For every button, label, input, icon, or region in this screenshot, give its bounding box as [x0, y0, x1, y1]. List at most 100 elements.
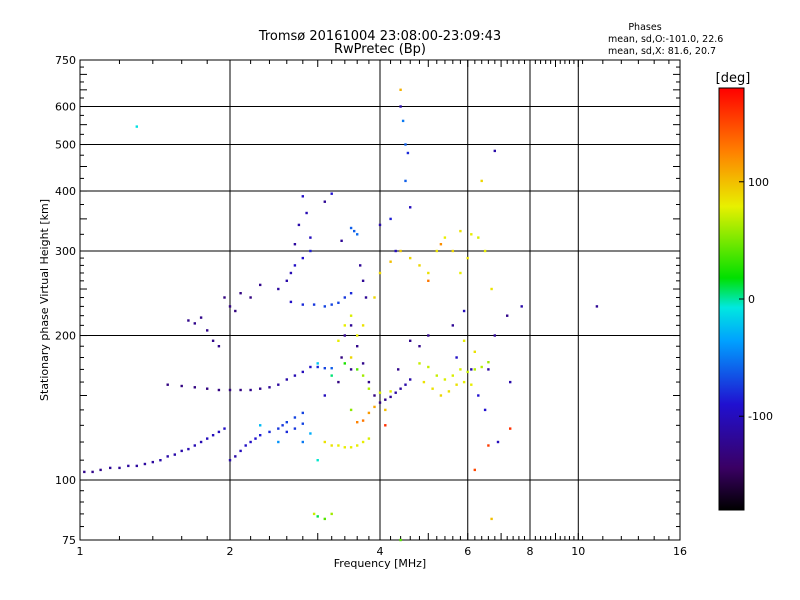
data-point — [217, 430, 221, 434]
data-point — [356, 421, 359, 424]
tick-labels: 1 2 4 6 8 10 16 75 100 200 300 400 500 600 750 — [55, 54, 687, 558]
data-point — [293, 374, 297, 377]
data-point — [389, 260, 392, 263]
chart-title: Tromsø 20161004 23:08:00-23:09:43 — [258, 29, 501, 44]
data-point — [340, 239, 343, 242]
data-point — [285, 430, 288, 434]
data-point — [323, 305, 326, 308]
data-point — [455, 356, 458, 359]
data-point — [493, 149, 496, 153]
data-point — [249, 440, 252, 444]
data-point — [187, 447, 190, 451]
x-tick-label: 4 — [377, 545, 384, 558]
data-point — [409, 256, 412, 260]
data-point — [367, 411, 371, 415]
data-point — [401, 119, 405, 123]
x-axis-label: Frequency [MHz] — [334, 557, 426, 570]
data-point — [480, 365, 483, 369]
data-point — [361, 440, 365, 444]
data-point — [254, 437, 257, 440]
data-point — [443, 236, 447, 239]
data-point — [487, 444, 490, 447]
data-point — [349, 314, 353, 317]
data-point — [228, 459, 232, 462]
data-point — [323, 517, 326, 521]
y-tick-label: 600 — [55, 101, 76, 114]
data-point — [595, 305, 599, 308]
data-point — [305, 211, 308, 215]
data-point — [109, 466, 112, 470]
data-point — [356, 444, 359, 447]
data-point — [480, 179, 483, 183]
data-point — [349, 368, 353, 371]
data-point — [349, 226, 353, 230]
data-point — [378, 391, 382, 394]
data-point — [409, 206, 412, 209]
data-point — [356, 233, 359, 236]
y-tick-label: 100 — [55, 474, 76, 487]
data-point — [118, 466, 121, 470]
data-point — [268, 386, 271, 389]
data-point — [378, 271, 382, 275]
data-point — [409, 339, 412, 342]
data-point — [389, 395, 392, 399]
data-point — [451, 324, 454, 327]
data-point — [312, 303, 316, 306]
data-point — [422, 380, 426, 384]
data-point — [459, 271, 462, 275]
data-point — [353, 229, 356, 233]
data-point — [293, 243, 297, 246]
data-point — [206, 387, 209, 390]
data-point — [239, 449, 242, 453]
data-point — [173, 453, 176, 456]
data-point — [337, 301, 340, 304]
x-tick-label: 10 — [571, 545, 585, 558]
data-point — [343, 334, 346, 337]
data-point — [281, 424, 284, 427]
data-point — [285, 279, 288, 282]
data-point — [211, 434, 215, 437]
data-point — [343, 446, 346, 449]
data-point — [312, 512, 316, 516]
y-axis-label: Stationary phase Virtual Height [km] — [38, 199, 51, 401]
data-point — [244, 444, 247, 447]
data-point — [361, 419, 365, 422]
data-point — [427, 271, 430, 275]
data-point — [418, 264, 421, 267]
data-point — [361, 374, 365, 377]
x-tick-label: 6 — [464, 545, 471, 558]
data-point — [285, 378, 288, 381]
data-point — [373, 405, 376, 409]
data-point — [399, 538, 402, 542]
data-point — [373, 394, 376, 397]
data-point — [239, 388, 242, 392]
data-point — [361, 362, 365, 365]
data-point — [487, 368, 490, 371]
data-point — [466, 370, 469, 374]
data-point — [301, 256, 304, 260]
data-point — [367, 437, 371, 440]
data-point — [451, 249, 454, 253]
data-point — [394, 391, 397, 394]
data-point — [487, 361, 490, 364]
data-point — [384, 398, 387, 401]
data-point — [439, 394, 443, 397]
data-point — [228, 388, 232, 392]
grid — [80, 60, 680, 540]
data-point — [316, 362, 319, 365]
data-point — [477, 236, 480, 239]
data-point — [159, 459, 162, 462]
data-point — [427, 365, 430, 369]
data-point — [259, 387, 262, 390]
data-point — [361, 279, 365, 282]
data-points — [83, 88, 599, 542]
data-point — [330, 303, 333, 306]
data-point — [477, 394, 480, 397]
data-point — [367, 387, 371, 390]
data-point — [435, 249, 438, 253]
data-point — [462, 339, 466, 342]
data-point — [373, 296, 376, 299]
data-point — [309, 365, 312, 369]
data-point — [330, 512, 333, 516]
